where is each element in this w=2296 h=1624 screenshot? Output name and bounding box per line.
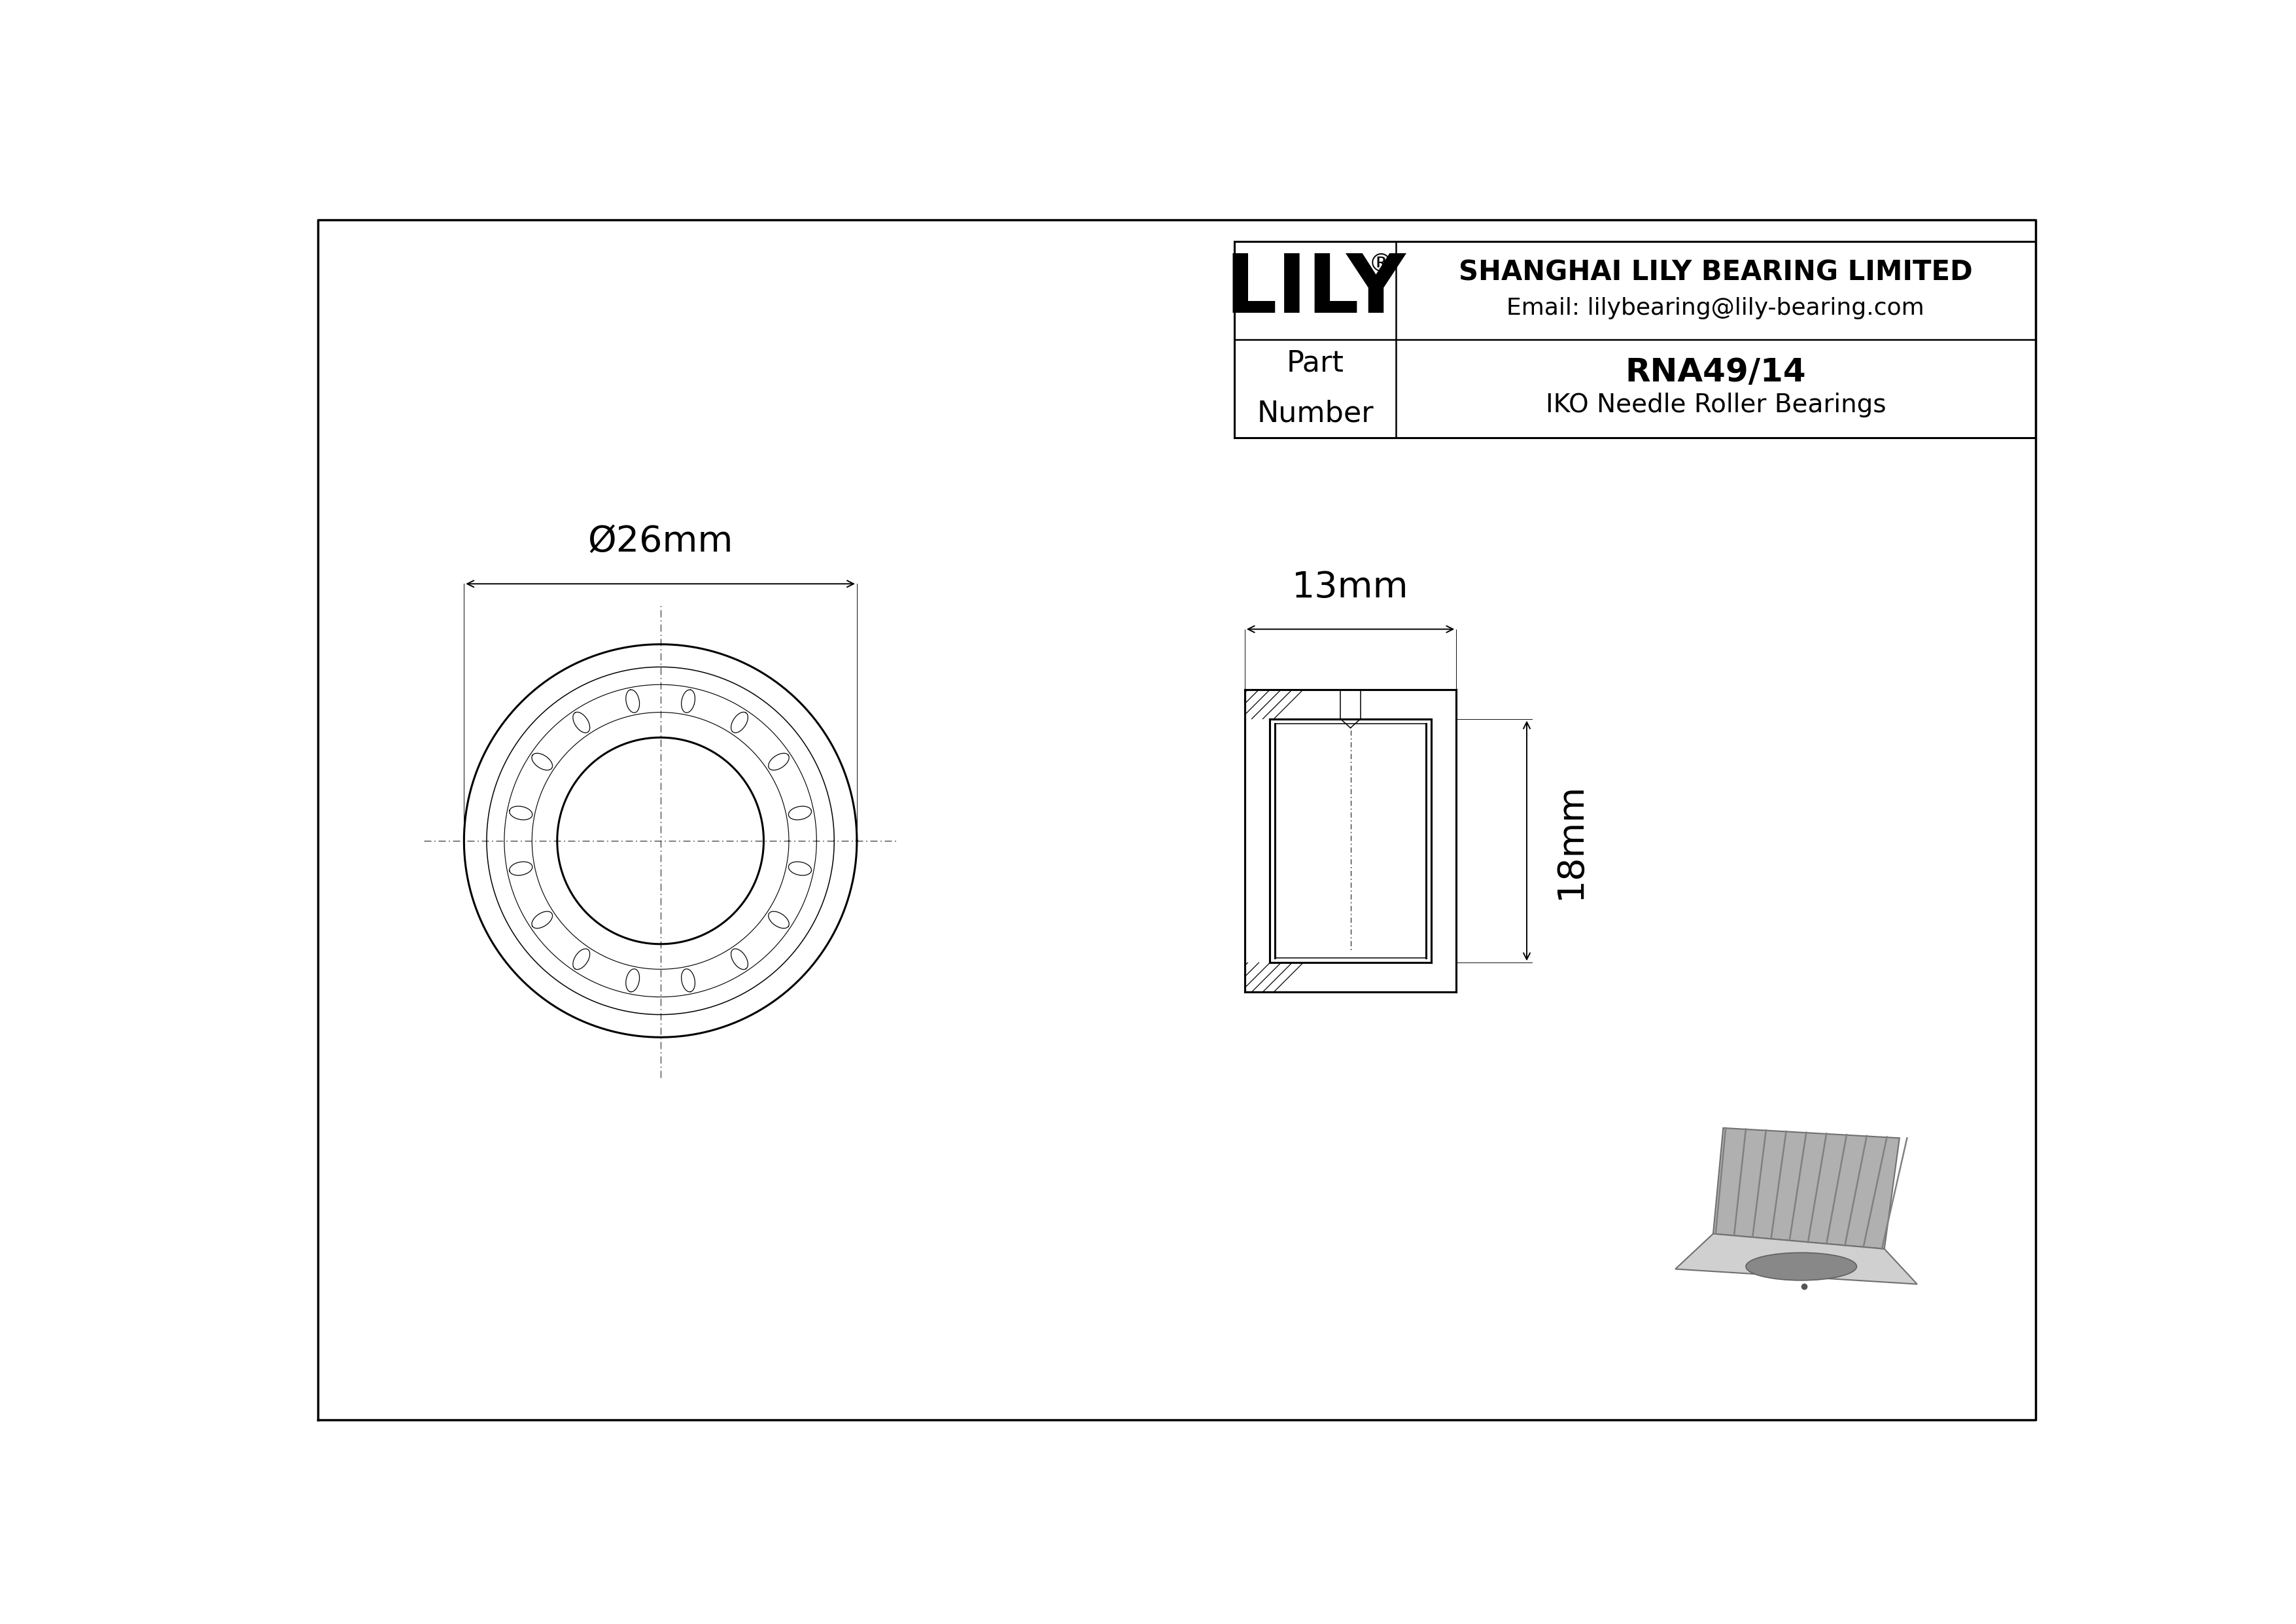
Polygon shape: [1713, 1129, 1899, 1249]
Ellipse shape: [1745, 1252, 1857, 1280]
Polygon shape: [1676, 1234, 1917, 1285]
Text: 13mm: 13mm: [1293, 570, 1410, 606]
Text: Email: lilybearing@lily-bearing.com: Email: lilybearing@lily-bearing.com: [1506, 297, 1924, 318]
Bar: [1270, 719, 1430, 963]
Text: LILY: LILY: [1224, 250, 1405, 330]
Text: Part
Number: Part Number: [1256, 349, 1373, 427]
Text: ®: ®: [1368, 252, 1394, 276]
Text: RNA49/14: RNA49/14: [1626, 357, 1807, 388]
Text: 18mm: 18mm: [1552, 783, 1589, 900]
Text: IKO Needle Roller Bearings: IKO Needle Roller Bearings: [1545, 393, 1885, 417]
Text: SHANGHAI LILY BEARING LIMITED: SHANGHAI LILY BEARING LIMITED: [1458, 258, 1972, 286]
Text: Ø26mm: Ø26mm: [588, 525, 732, 560]
